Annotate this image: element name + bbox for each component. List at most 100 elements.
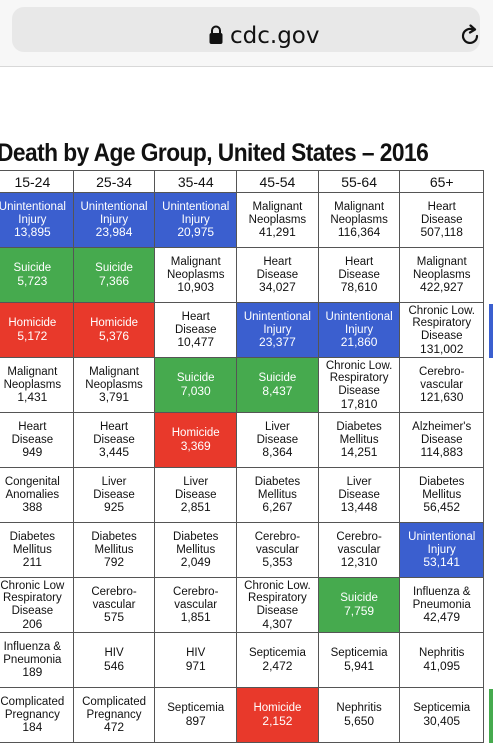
- cause-label: Malignant Neoplasms: [330, 201, 388, 226]
- cause-label: Diabetes Mellitus: [9, 531, 56, 556]
- cause-label: Suicide: [258, 372, 297, 385]
- death-count: 5,172: [17, 329, 48, 343]
- death-count: 422,927: [420, 280, 464, 295]
- cause-label: HIV: [104, 647, 124, 660]
- death-count: 42,479: [423, 610, 461, 625]
- cause-label: Septicemia: [248, 647, 306, 660]
- table-cell: Septicemia 5,941: [317, 632, 401, 688]
- death-count: 5,941: [344, 659, 375, 673]
- cause-label: Diabetes Mellitus: [254, 476, 301, 501]
- death-count: 13,895: [13, 225, 51, 240]
- death-count: 121,630: [420, 390, 464, 405]
- cause-label: Homicide: [171, 427, 220, 440]
- column-header: 65+: [399, 170, 484, 193]
- cause-label: Malignant Neoplasms: [166, 256, 225, 281]
- adjacent-column-edge: [489, 304, 493, 358]
- cause-label: Heart Disease: [420, 201, 463, 226]
- table-cell: HIV 971: [154, 632, 238, 688]
- death-count: 23,984: [95, 225, 133, 240]
- cause-label: Cerebro- vascular: [91, 586, 137, 611]
- cause-label: Complicated Pregnancy: [0, 696, 65, 721]
- table-cell: Suicide 7,366: [72, 247, 156, 303]
- table-row: Congenital Anomalies 388 Liver Disease 925 L…: [0, 467, 484, 523]
- death-count: 8,364: [262, 445, 293, 460]
- table-cell: Diabetes Mellitus 211: [0, 522, 74, 578]
- table-cell: Diabetes Mellitus 2,049: [154, 522, 238, 578]
- table-cell: Complicated Pregnancy 184: [0, 687, 74, 743]
- death-count: 507,118: [420, 225, 463, 240]
- table-cell: Septicemia 897: [154, 687, 238, 743]
- table-cell: Cerebro- vascular 12,310: [317, 522, 401, 578]
- death-count: 2,472: [262, 659, 293, 673]
- table-cell: Unintentional Injury 21,860: [317, 302, 401, 358]
- death-count: 20,975: [177, 225, 215, 240]
- table-cell: Cerebro- vascular 575: [72, 577, 156, 633]
- death-count: 34,027: [259, 280, 296, 295]
- death-count: 17,810: [340, 396, 378, 411]
- death-count: 472: [104, 720, 125, 735]
- table-cell: Cerebro- vascular 1,851: [154, 577, 238, 633]
- cause-label: Homicide: [253, 702, 302, 715]
- table-cell: Influenza & Pneumonia 189: [0, 632, 74, 688]
- cause-label: Malignant Neoplasms: [248, 201, 307, 226]
- cause-label: Complicated Pregnancy: [82, 696, 146, 721]
- table-cell: Unintentional Injury 13,895: [0, 192, 74, 248]
- column-header: 15-24: [0, 170, 74, 193]
- table-row: Chronic Low Respiratory Disease 206 Cerebr…: [0, 577, 484, 633]
- cause-label: Unintentional Injury: [243, 311, 311, 336]
- cause-label: Septicemia: [413, 702, 471, 715]
- table-cell: Diabetes Mellitus 56,452: [399, 467, 484, 523]
- cause-label: Nephritis: [336, 702, 382, 715]
- reload-icon[interactable]: [458, 24, 482, 48]
- cause-label: Diabetes Mellitus: [336, 421, 382, 446]
- cause-label: Liver Disease: [174, 476, 217, 501]
- table-cell: Homicide 3,369: [154, 412, 238, 468]
- death-count: 949: [22, 445, 43, 460]
- death-count: 5,376: [99, 329, 130, 343]
- death-count: 5,650: [344, 714, 375, 728]
- cause-label: Chronic Low Respiratory Disease: [0, 579, 65, 617]
- table-cell: Homicide 5,376: [72, 302, 156, 358]
- cause-label: Homicide: [90, 317, 138, 330]
- table-row: Heart Disease 949 Heart Disease 3,445 Homici…: [0, 412, 484, 468]
- death-count: 388: [22, 500, 43, 515]
- cause-label: Liver Disease: [256, 421, 299, 446]
- table-cell: Diabetes Mellitus 14,251: [317, 412, 401, 468]
- death-count: 792: [104, 555, 125, 570]
- table-cell: Heart Disease 10,477: [154, 302, 238, 358]
- table-cell: Diabetes Mellitus 792: [72, 522, 156, 578]
- table-cell: Complicated Pregnancy 472: [72, 687, 156, 743]
- cause-label: Homicide: [8, 317, 57, 330]
- death-count: 78,610: [340, 280, 378, 295]
- death-count: 4,307: [262, 616, 293, 631]
- cause-label: Heart Disease: [174, 311, 217, 336]
- table-cell: Diabetes Mellitus 6,267: [236, 467, 319, 523]
- table-cell: Malignant Neoplasms 10,903: [154, 247, 238, 303]
- death-count: 925: [104, 500, 125, 515]
- cause-label: Malignant Neoplasms: [85, 366, 143, 391]
- table-row: Influenza & Pneumonia 189 HIV 546 HIV 971 Sept…: [0, 632, 484, 688]
- death-count: 53,141: [423, 555, 461, 570]
- url-field[interactable]: cdc.gov: [12, 7, 480, 52]
- table-cell: Influenza & Pneumonia 42,479: [399, 577, 484, 633]
- table-cell: Unintentional Injury 20,975: [154, 192, 238, 248]
- death-count: 546: [104, 659, 125, 673]
- table-cell: Homicide 5,172: [0, 302, 74, 358]
- death-count: 10,903: [177, 280, 215, 295]
- death-count: 2,851: [180, 500, 211, 515]
- cause-label: Chronic Low. Respiratory Disease: [325, 359, 393, 397]
- table-row: Unintentional Injury 13,895 Unintentional …: [0, 192, 484, 248]
- table-cell: Suicide 5,723: [0, 247, 74, 303]
- table-row: Diabetes Mellitus 211 Diabetes Mellitus 792…: [0, 522, 484, 578]
- table-cell: Alzheimer's Disease 114,883: [399, 412, 484, 468]
- death-count: 2,152: [262, 714, 293, 728]
- cause-label: Septicemia: [167, 702, 225, 715]
- table-row: Malignant Neoplasms 1,431 Malignant Neopla…: [0, 357, 484, 413]
- death-count: 23,377: [259, 335, 296, 350]
- column-header: 35-44: [154, 170, 238, 193]
- table-row: Complicated Pregnancy 184 Complicated Preg…: [0, 687, 484, 743]
- death-count: 2,049: [180, 555, 211, 570]
- table-cell: Malignant Neoplasms 422,927: [399, 247, 484, 303]
- table-cell: Heart Disease 507,118: [399, 192, 484, 248]
- cause-label: Heart Disease: [11, 421, 54, 446]
